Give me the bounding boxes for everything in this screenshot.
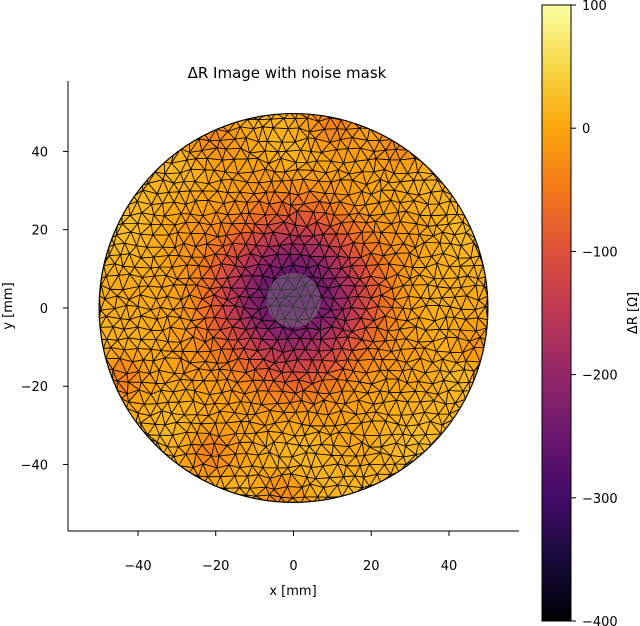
chart-title: ΔR Image with noise mask	[188, 64, 387, 82]
colorbar-tick-label: −300	[582, 492, 618, 507]
y-tick-label: −20	[21, 380, 48, 395]
x-tick-label: −20	[202, 559, 229, 574]
colorbar-label: ΔR [Ω]	[626, 292, 640, 334]
mesh-element	[277, 503, 286, 504]
colorbar: 100 0 −100 −200 −300 −400 ΔR [Ω]	[541, 0, 640, 626]
mesh-element	[300, 112, 311, 113]
x-tick-label: 40	[441, 559, 458, 574]
x-tick-label: −40	[124, 559, 151, 574]
x-tick-label: 0	[289, 559, 297, 574]
mesh-element	[305, 113, 315, 114]
x-axis-label: x [mm]	[269, 584, 316, 599]
colorbar-tick-label: −100	[582, 245, 618, 260]
y-axis-ticks: −40 −20 0 20 40	[21, 145, 68, 473]
noise-mask	[266, 272, 321, 328]
x-axis-ticks: −40 −20 0 20 40	[124, 531, 457, 574]
colorbar-tick-label: 100	[582, 0, 607, 14]
mesh-element	[298, 112, 311, 113]
colorbar-tick-label: 0	[582, 122, 590, 137]
colorbar-tick-label: −400	[582, 615, 618, 626]
colorbar-tick-label: −200	[582, 369, 618, 384]
colorbar-fill	[541, 4, 572, 622]
mesh-element	[310, 113, 319, 115]
x-tick-label: 20	[363, 559, 380, 574]
colorbar-ticks: 100 0 −100 −200 −300 −400	[571, 0, 618, 626]
y-tick-label: −40	[21, 458, 48, 473]
mesh-element	[305, 113, 315, 114]
y-axis-label: y [mm]	[1, 282, 16, 329]
mesh-layer	[99, 112, 488, 504]
y-tick-label: 40	[31, 145, 48, 160]
y-tick-label: 0	[40, 302, 48, 317]
mesh-element	[276, 112, 290, 113]
mesh-element	[276, 112, 291, 113]
y-tick-label: 20	[31, 224, 48, 239]
